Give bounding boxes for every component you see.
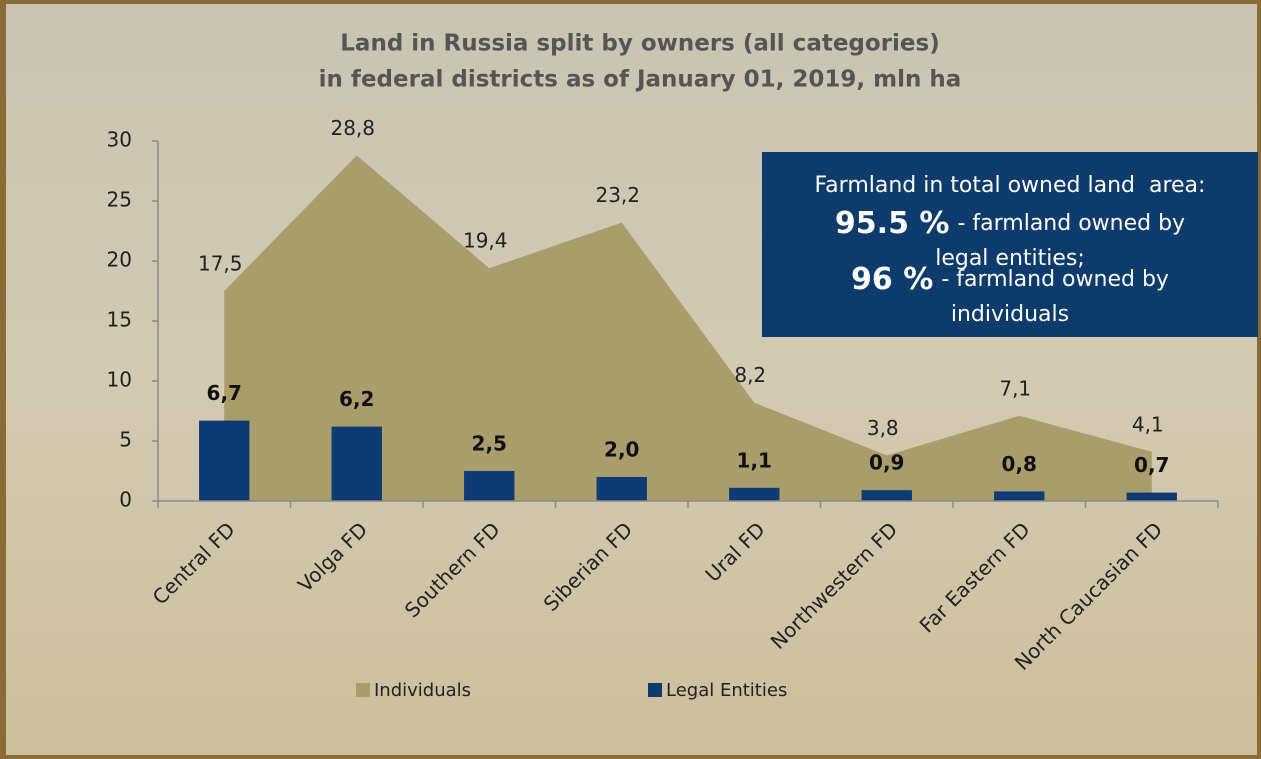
y-tick-label: 10: [107, 368, 132, 392]
bar: [596, 477, 647, 501]
bar: [729, 487, 780, 501]
y-tick-label: 30: [107, 128, 132, 152]
chart-title: Land in Russia split by owners (all cate…: [340, 31, 939, 57]
data-label: 4,1: [1132, 412, 1164, 436]
area: [224, 155, 1152, 501]
y-tick-label: 20: [107, 248, 132, 272]
annotation-line: 95.5 % - farmland owned by: [835, 206, 1185, 241]
legend-swatch: [648, 683, 662, 697]
data-label: 23,2: [595, 183, 640, 207]
data-label: 7,1: [999, 376, 1031, 400]
data-label: 0,9: [869, 451, 904, 475]
legend-label: Individuals: [374, 680, 471, 701]
annotation-line: 96 % - farmland owned by: [851, 262, 1169, 297]
chart-title: in federal districts as of January 01, 2…: [319, 67, 962, 93]
bar: [861, 490, 912, 501]
data-label: 2,0: [604, 438, 639, 462]
data-label: 1,1: [737, 448, 772, 472]
annotation-box: [762, 152, 1258, 337]
annotation-line: legal entities;: [935, 246, 1085, 271]
y-tick-label: 5: [119, 428, 132, 452]
data-label: 2,5: [472, 432, 507, 456]
y-tick-label: 0: [119, 488, 132, 512]
annotation-text: - farmland owned by: [941, 267, 1169, 292]
legend-swatch: [356, 683, 370, 697]
data-label: 0,7: [1134, 453, 1169, 477]
annotation: Farmland in total owned land area: 95.5 %…: [762, 152, 1258, 337]
data-label: 0,8: [1002, 452, 1037, 476]
data-label: 3,8: [867, 416, 899, 440]
annotation-line: individuals: [951, 302, 1069, 327]
bar: [1126, 492, 1177, 501]
data-label: 6,2: [339, 387, 374, 411]
annotation-heading: Farmland in total owned land area:: [815, 173, 1206, 198]
annotation-text: - farmland owned by: [957, 211, 1185, 236]
data-label: 6,7: [207, 381, 242, 405]
bar: [331, 426, 382, 501]
data-label: 17,5: [198, 252, 243, 276]
data-label: 28,8: [330, 116, 375, 140]
data-label: 8,2: [734, 363, 766, 387]
bar: [464, 471, 515, 501]
annotation-highlight: 96 %: [851, 262, 933, 297]
y-tick-label: 25: [107, 188, 132, 212]
annotation-highlight: 95.5 %: [835, 206, 950, 241]
legend-label: Legal Entities: [666, 680, 787, 701]
data-label: 19,4: [463, 229, 508, 253]
bar: [994, 491, 1045, 501]
y-tick-label: 15: [107, 308, 132, 332]
bar: [199, 420, 250, 501]
